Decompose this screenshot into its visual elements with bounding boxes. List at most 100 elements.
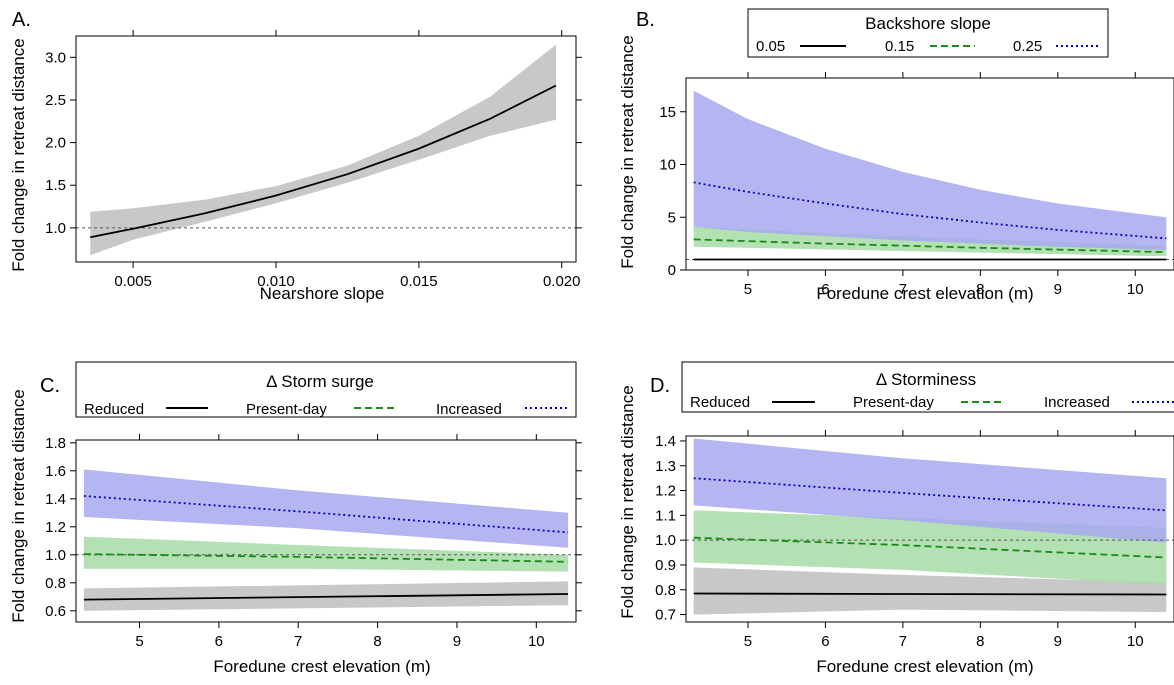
y-tick-label: 1.1 [655, 507, 676, 524]
panel-d: D. Δ Storminess Reduced Present-day Incr… [618, 361, 1174, 676]
x-tick-label: 9 [1054, 281, 1062, 298]
x-tick-label: 10 [1127, 281, 1144, 298]
y-axis-label: Fold change in retreat distance [618, 385, 637, 618]
panel-label: A. [12, 9, 31, 31]
x-tick-label: 6 [215, 633, 223, 650]
x-tick-label: 7 [294, 633, 302, 650]
legend: Δ Storminess Reduced Present-day Increas… [681, 361, 1174, 413]
x-tick-label: 6 [821, 281, 829, 298]
series-line [693, 592, 1167, 596]
x-tick-label: 0.015 [400, 273, 438, 290]
legend-label: Increased [1044, 394, 1110, 411]
legend-title: Backshore slope [865, 14, 991, 33]
legend-box [747, 8, 1109, 58]
x-tick-label: 0.005 [114, 273, 152, 290]
x-tick-label: 9 [453, 633, 461, 650]
panel-label: D. [650, 375, 670, 397]
series-line [693, 181, 1167, 240]
series-line [83, 553, 569, 563]
panel-b: B. Backshore slope 0.05 0.15 0.25 5 6 7 8 9 1… [618, 8, 1174, 303]
y-axis-label: Fold change in retreat distance [9, 389, 28, 622]
confidence-band [693, 567, 1167, 615]
y-tick-label: 1.8 [45, 435, 66, 452]
x-tick-label: 5 [744, 633, 752, 650]
confidence-band [83, 469, 569, 548]
y-tick-label: 0.6 [45, 603, 66, 620]
legend-box [75, 361, 577, 418]
x-tick-label: 0.020 [543, 273, 581, 290]
y-axis-label: Fold change in retreat distance [618, 35, 637, 268]
panel-a: A. 0.005 0.010 0.015 0.020 1.0 1.5 2.0 2.5 3.0 F… [9, 9, 582, 303]
legend-label: Reduced [690, 394, 750, 411]
legend-label: Reduced [84, 401, 144, 418]
x-tick-label: 7 [899, 633, 907, 650]
x-tick-label: 0.010 [257, 273, 295, 290]
x-axis-label: Foredune crest elevation (m) [816, 657, 1033, 676]
x-tick-label: 8 [976, 633, 984, 650]
x-tick-label: 5 [744, 281, 752, 298]
legend-label: Increased [436, 401, 502, 418]
legend: Backshore slope 0.05 0.15 0.25 [747, 8, 1109, 58]
y-tick-label: 1.4 [45, 491, 66, 508]
series-line [83, 495, 569, 534]
legend-label: Present-day [853, 394, 934, 411]
series-line [90, 84, 557, 239]
x-tick-label: 6 [821, 633, 829, 650]
x-tick-label: 10 [1127, 633, 1144, 650]
legend-label: 0.05 [756, 38, 785, 55]
legend-label: Present-day [246, 401, 327, 418]
y-tick-label: 1.2 [45, 519, 66, 536]
confidence-band [693, 90, 1167, 250]
panel-label: C. [40, 375, 60, 397]
plot-area: 5 6 7 8 9 10 0.7 0.8 0.9 1.0 1.1 1.2 1.3 1.4 [655, 430, 1174, 650]
legend-title: Δ Storminess [876, 370, 976, 389]
x-tick-label: 5 [135, 633, 143, 650]
y-tick-label: 3.0 [45, 49, 66, 66]
y-axis-label: Fold change in retreat distance [9, 38, 28, 271]
y-tick-label: 0.8 [45, 575, 66, 592]
panel-label: B. [636, 9, 655, 31]
y-tick-label: 1.3 [655, 458, 676, 475]
y-tick-label: 1.0 [45, 547, 66, 564]
x-tick-label: 9 [1054, 633, 1062, 650]
plot-frame [685, 77, 1174, 271]
y-tick-label: 10 [659, 157, 676, 174]
confidence-band [90, 44, 557, 256]
y-tick-label: 1.0 [45, 220, 66, 237]
x-axis-label: Foredune crest elevation (m) [213, 657, 430, 676]
y-tick-label: 1.6 [45, 463, 66, 480]
series-line [83, 593, 569, 601]
series-line [693, 238, 1167, 253]
legend-label: 0.15 [885, 38, 914, 55]
panel-c: C. Δ Storm surge Reduced Present-day Inc… [9, 361, 582, 676]
y-tick-label: 1.0 [655, 532, 676, 549]
x-axis-label: Nearshore slope [260, 284, 385, 303]
y-tick-label: 0.9 [655, 557, 676, 574]
y-tick-label: 0.7 [655, 607, 676, 624]
confidence-band [83, 536, 569, 572]
x-tick-label: 8 [976, 281, 984, 298]
y-tick-label: 0.8 [655, 582, 676, 599]
y-tick-label: 2.5 [45, 92, 66, 109]
y-tick-label: 1.5 [45, 177, 66, 194]
y-tick-label: 0 [668, 262, 676, 279]
legend-label: 0.25 [1013, 38, 1042, 55]
plot-frame [685, 435, 1174, 623]
legend: Δ Storm surge Reduced Present-day Increa… [75, 361, 577, 418]
x-tick-label: 8 [373, 633, 381, 650]
plot-frame [75, 35, 577, 263]
confidence-band [693, 438, 1167, 543]
x-axis-label: Foredune crest elevation (m) [816, 284, 1033, 303]
legend-title: Δ Storm surge [266, 372, 374, 391]
series-line [693, 536, 1167, 559]
plot-area: 5 6 7 8 9 10 0.6 0.8 1.0 1.2 1.4 1.6 1.8 [45, 434, 582, 650]
x-tick-label: 10 [528, 633, 545, 650]
y-tick-label: 5 [668, 209, 676, 226]
y-tick-label: 1.2 [655, 483, 676, 500]
plot-area: 0.005 0.010 0.015 0.020 1.0 1.5 2.0 2.5 3.0 [45, 30, 582, 290]
plot-frame [75, 439, 577, 623]
x-tick-label: 7 [899, 281, 907, 298]
y-tick-label: 1.4 [655, 433, 676, 450]
series-line [693, 477, 1167, 512]
